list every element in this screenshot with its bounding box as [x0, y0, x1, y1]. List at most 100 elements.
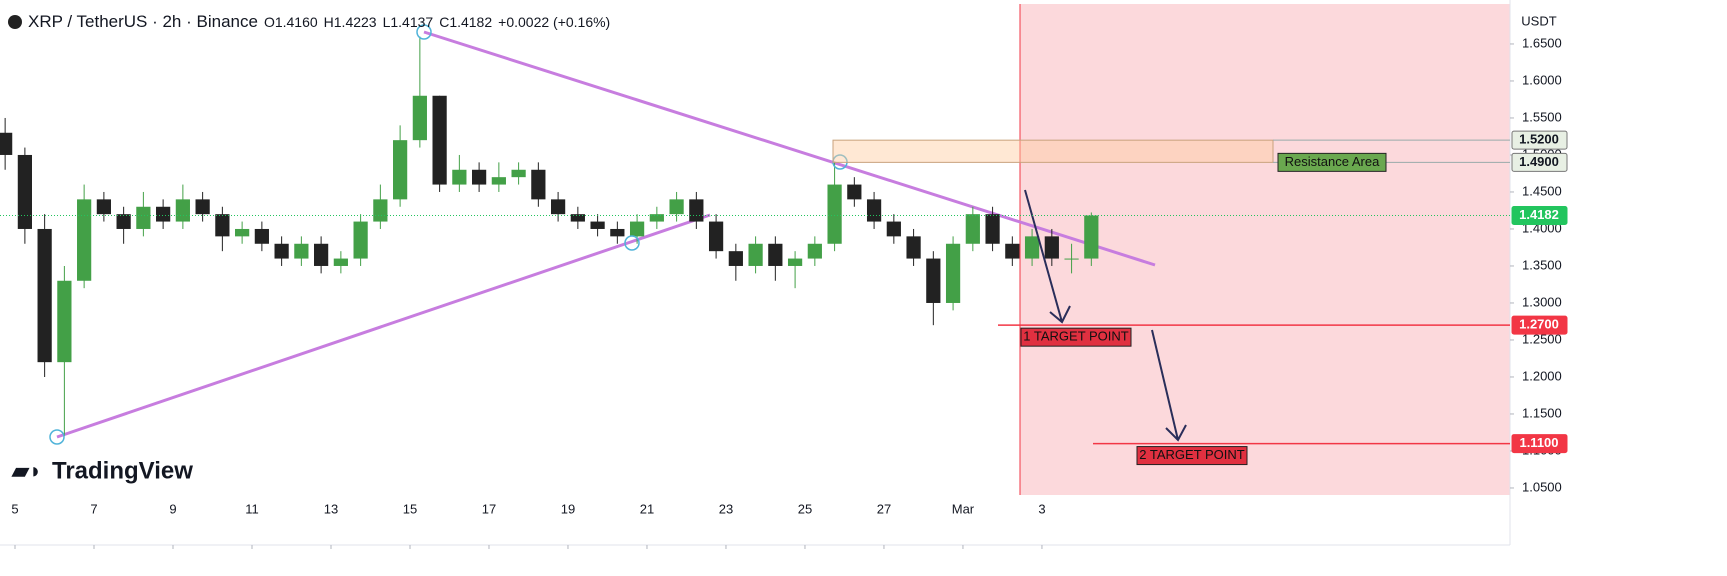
price-tag [1511, 434, 1568, 454]
candle-body [945, 243, 961, 303]
annotation-label: 1 TARGET POINT [1023, 329, 1129, 344]
candle-body [156, 206, 171, 222]
trend-line [56, 213, 711, 439]
price-tag-label: 1.1100 [1519, 435, 1558, 450]
x-tick-label: 25 [798, 501, 812, 516]
pivot [624, 235, 640, 251]
y-tick-label: 1.2500 [1522, 331, 1562, 346]
price-tag [1511, 152, 1568, 172]
candle-body [689, 199, 704, 222]
pivot [49, 429, 65, 445]
candle-body [215, 214, 230, 237]
price-tag-label: 1.4182 [1519, 207, 1559, 222]
price-tag-label: 1.2700 [1519, 317, 1559, 332]
candle-body [77, 199, 92, 281]
candle-body [787, 258, 803, 266]
x-tick-label: 21 [640, 501, 654, 516]
y-tick-label: 1.0500 [1522, 479, 1562, 494]
annotation-label: 2 TARGET POINT [1139, 447, 1245, 462]
candle-body [393, 140, 408, 200]
price-tag [1511, 315, 1568, 335]
candle-body [0, 132, 13, 155]
ohlc: H1.4223 [323, 14, 377, 30]
candle-body [294, 243, 309, 259]
candle-body [57, 280, 72, 363]
candle-body [748, 243, 763, 266]
price-tag [1511, 205, 1568, 225]
x-tick-label: 3 [1038, 501, 1045, 516]
x-tick-label: 15 [403, 501, 417, 516]
currency: USDT [1521, 13, 1556, 28]
x-tick-label: 11 [245, 501, 259, 516]
candle-body [175, 199, 190, 222]
candle-body [491, 177, 506, 185]
annotation-box [1277, 152, 1387, 172]
candle-body [847, 184, 862, 200]
candle-body [452, 169, 467, 185]
annotation-box [1136, 446, 1248, 466]
y-tick-label: 1.5500 [1522, 109, 1562, 124]
candle-body [96, 199, 111, 215]
candle-body [37, 228, 52, 363]
candle-body [550, 199, 566, 215]
candle-body [314, 243, 329, 266]
candle-body [570, 214, 585, 222]
y-tick-label: 1.6000 [1522, 72, 1562, 87]
arrow [1024, 189, 1071, 324]
resistance-zone [832, 139, 1274, 163]
trend-line [423, 30, 1156, 267]
price-tag [1511, 130, 1568, 150]
y-tick-label: 1.3000 [1522, 294, 1562, 309]
symbol-icon [8, 15, 22, 29]
x-tick-label: Mar [952, 501, 975, 516]
y-tick-label: 1.2000 [1522, 368, 1562, 383]
candle-body [669, 199, 684, 215]
legend: XRP / TetherUS · 2h · Binance O1.4160 H1… [8, 12, 610, 32]
candle-body [926, 258, 941, 303]
x-tick-label: 17 [482, 501, 496, 516]
candle-body [807, 243, 822, 259]
brand-logo: ▰◗ [11, 458, 42, 483]
ohlc: L1.4137 [382, 14, 434, 30]
price-tag-label: 1.4900 [1519, 154, 1559, 169]
candle-body [511, 169, 526, 178]
candle-body [1084, 215, 1099, 259]
candle-body [866, 199, 882, 222]
candle-body [412, 95, 427, 141]
x-tick-label: 19 [561, 501, 575, 516]
x-tick-label: 23 [719, 501, 733, 516]
candle-body [136, 206, 151, 229]
ohlc: C1.4182 [439, 14, 493, 30]
candle-body [610, 228, 625, 237]
candle-body [1024, 236, 1040, 259]
candle-body [1064, 258, 1079, 260]
candle-body [17, 154, 32, 229]
y-tick-label: 1.3500 [1522, 257, 1562, 272]
x-tick-label: 13 [324, 501, 338, 516]
candle-body [1005, 243, 1020, 259]
x-tick-label: 27 [877, 501, 891, 516]
price-tag-label: 1.5200 [1519, 132, 1559, 147]
y-tick-label: 1.6500 [1522, 35, 1562, 50]
candle-body [333, 258, 348, 266]
change: +0.0022 (+0.16%) [498, 14, 611, 30]
candle-body [373, 199, 388, 222]
candle-body [728, 251, 743, 266]
candle-body [116, 214, 131, 229]
candle-body [531, 169, 546, 200]
candle-body [768, 243, 783, 266]
x-tick-label: 7 [90, 501, 97, 516]
symbol: XRP / TetherUS · 2h · Binance [28, 12, 258, 31]
candle-body [590, 221, 605, 229]
candle-body [708, 221, 724, 252]
candle-body [629, 221, 645, 237]
x-tick-label: 5 [11, 501, 18, 516]
candle-body [649, 214, 664, 222]
candle-body [432, 95, 447, 185]
candle-body [471, 169, 487, 185]
candle-body [886, 221, 901, 237]
candle-body [985, 214, 1000, 244]
candle-body [827, 184, 842, 244]
x-tick-label: 9 [169, 501, 176, 516]
